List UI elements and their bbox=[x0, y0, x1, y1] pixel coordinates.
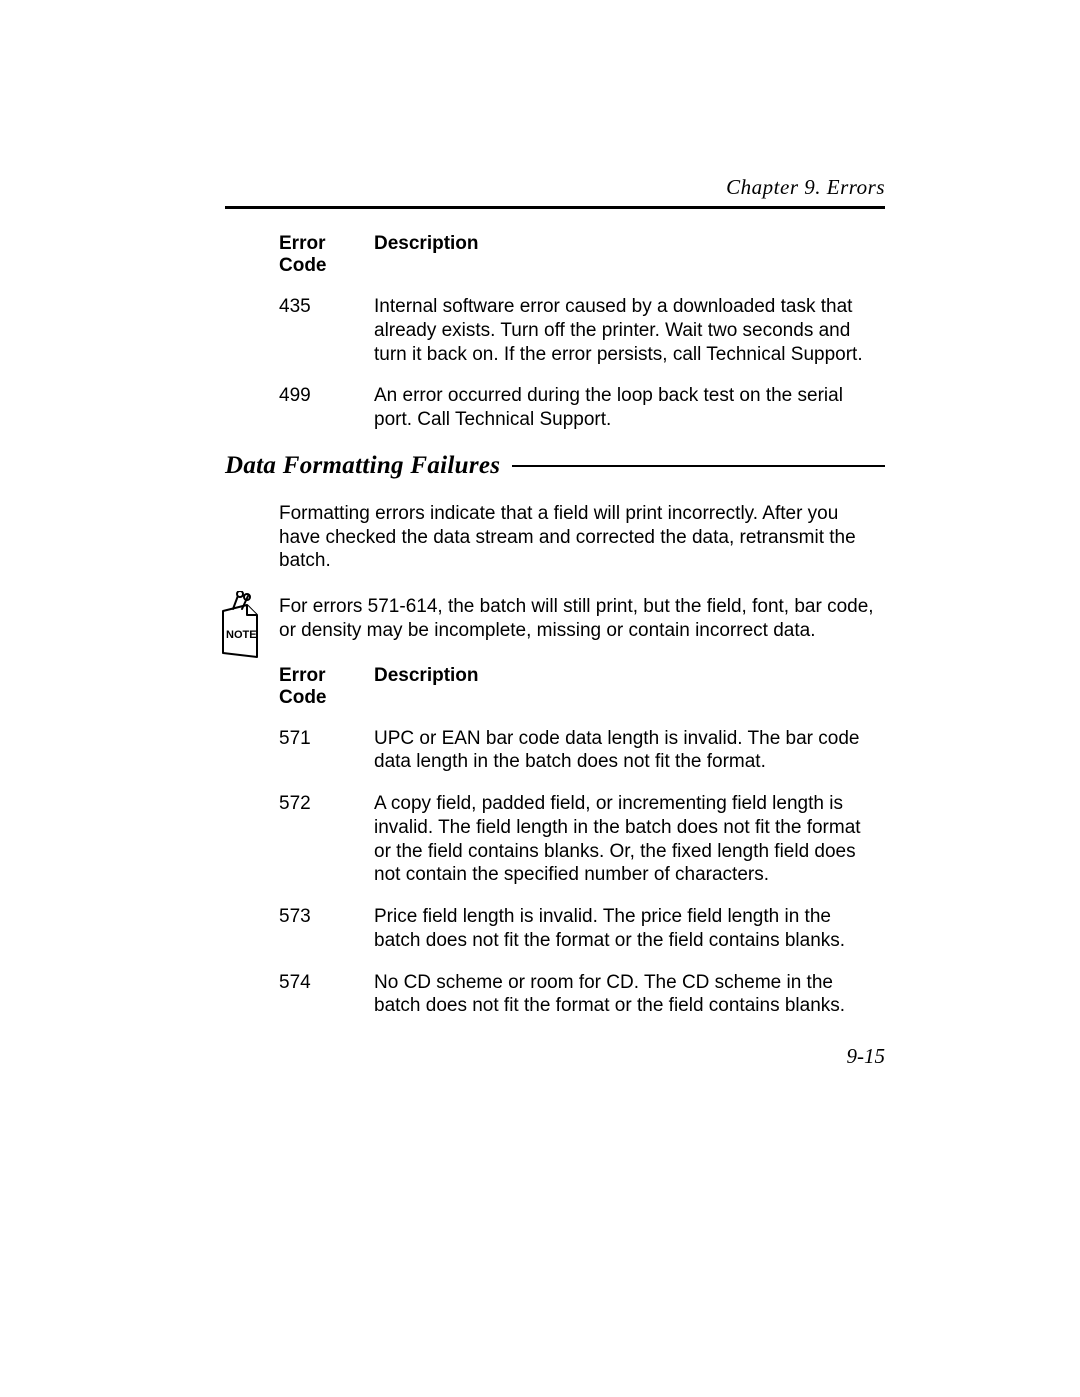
section-heading-row: Data Formatting Failures bbox=[225, 452, 885, 480]
intro-paragraph: Formatting errors indicate that a field … bbox=[279, 502, 874, 573]
table-head-desc: Description bbox=[374, 665, 874, 709]
table-row: 499 An error occurred during the loop ba… bbox=[279, 384, 874, 432]
section-heading: Data Formatting Failures bbox=[225, 452, 500, 480]
note-icon-wrap: NOTE bbox=[225, 595, 279, 643]
error-table-1: Error Code Description 435 Internal soft… bbox=[279, 233, 874, 432]
error-table-2: Error Code Description 571 UPC or EAN ba… bbox=[279, 665, 874, 1019]
table-row: 574 No CD scheme or room for CD. The CD … bbox=[279, 971, 874, 1019]
table-head-code: Error Code bbox=[279, 665, 374, 709]
page: Chapter 9. Errors Error Code Description… bbox=[0, 0, 1080, 1397]
table-row: 571 UPC or EAN bar code data length is i… bbox=[279, 727, 874, 775]
note-label: NOTE bbox=[226, 629, 257, 641]
table-row: 573 Price field length is invalid. The p… bbox=[279, 905, 874, 953]
error-code: 572 bbox=[279, 792, 374, 887]
error-desc: UPC or EAN bar code data length is inval… bbox=[374, 727, 874, 775]
table-head-row: Error Code Description bbox=[279, 665, 874, 709]
error-code: 571 bbox=[279, 727, 374, 775]
section-rule bbox=[512, 465, 885, 467]
table-head-code: Error Code bbox=[279, 233, 374, 277]
error-code: 499 bbox=[279, 384, 374, 432]
error-code: 435 bbox=[279, 295, 374, 366]
header-rule bbox=[225, 206, 885, 209]
error-desc: Internal software error caused by a down… bbox=[374, 295, 874, 366]
error-desc: An error occurred during the loop back t… bbox=[374, 384, 874, 432]
table-row: 572 A copy field, padded field, or incre… bbox=[279, 792, 874, 887]
error-code: 573 bbox=[279, 905, 374, 953]
page-number: 9-15 bbox=[847, 1044, 886, 1069]
error-desc: A copy field, padded field, or increment… bbox=[374, 792, 874, 887]
chapter-header: Chapter 9. Errors bbox=[225, 175, 885, 200]
note-block: NOTE For errors 571-614, the batch will … bbox=[225, 595, 874, 643]
table-row: 435 Internal software error caused by a … bbox=[279, 295, 874, 366]
error-desc: Price field length is invalid. The price… bbox=[374, 905, 874, 953]
note-icon: NOTE bbox=[217, 591, 273, 659]
note-text: For errors 571-614, the batch will still… bbox=[279, 595, 874, 643]
error-code: 574 bbox=[279, 971, 374, 1019]
table-head-row: Error Code Description bbox=[279, 233, 874, 277]
table-head-desc: Description bbox=[374, 233, 874, 277]
error-desc: No CD scheme or room for CD. The CD sche… bbox=[374, 971, 874, 1019]
